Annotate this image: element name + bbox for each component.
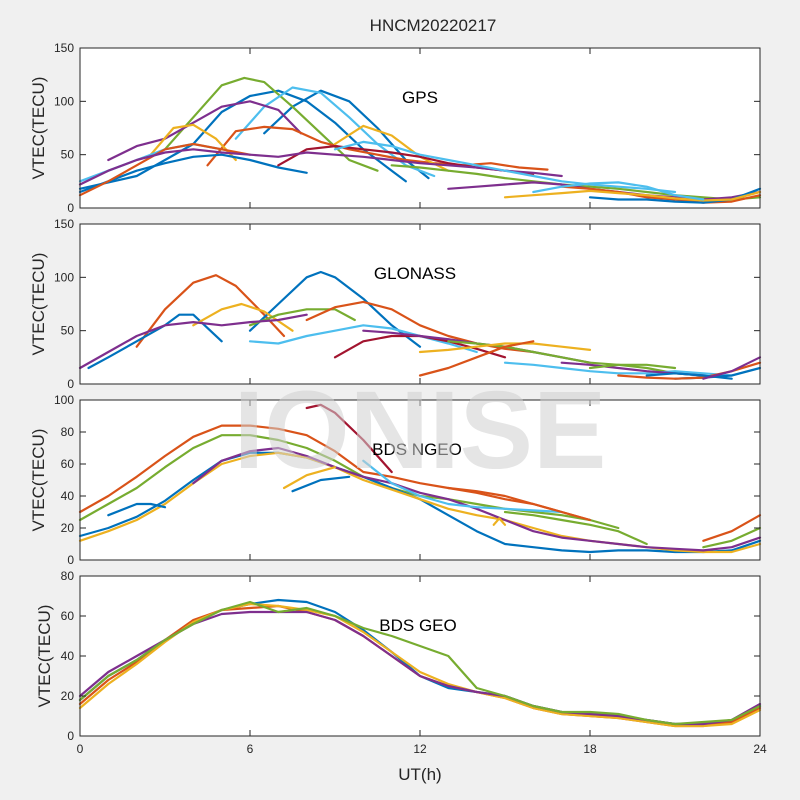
series-line bbox=[702, 514, 762, 542]
figure-title: HNCM20220217 bbox=[370, 16, 497, 35]
series-line bbox=[503, 361, 733, 377]
x-axis-label: UT(h) bbox=[398, 765, 441, 784]
series-line bbox=[163, 76, 379, 172]
plot-area bbox=[80, 48, 760, 208]
series-line bbox=[282, 466, 337, 490]
y-tick-label: 50 bbox=[61, 324, 75, 338]
series-line bbox=[248, 308, 356, 327]
series-line bbox=[149, 123, 237, 162]
y-tick-label: 100 bbox=[54, 393, 74, 407]
series-line bbox=[305, 300, 535, 354]
series-line bbox=[560, 185, 762, 204]
x-tick-labels: 0 6 12 18 24 bbox=[77, 742, 767, 756]
y-tick-label: 0 bbox=[67, 377, 74, 391]
y-tick-label: 150 bbox=[54, 41, 74, 55]
series-line bbox=[248, 270, 422, 348]
series-line bbox=[418, 342, 592, 354]
y-tick-label: 60 bbox=[61, 609, 75, 623]
y-tick-label: 0 bbox=[67, 553, 74, 567]
panel-label: GPS bbox=[402, 88, 438, 107]
series-line bbox=[107, 100, 303, 162]
subplots: 0 50 100 150 GPS VTEC(TECU) 0 50 100 150 GLONASS VT… bbox=[29, 41, 762, 743]
series-line bbox=[78, 153, 308, 194]
y-axis-label: VTEC(TECU) bbox=[29, 429, 48, 532]
series-line bbox=[78, 142, 252, 197]
series-line bbox=[532, 181, 705, 201]
series-line bbox=[418, 340, 535, 377]
subplot-glonass: 0 50 100 150 GLONASS VTEC(TECU) bbox=[29, 217, 762, 391]
y-tick-label: 150 bbox=[54, 217, 74, 231]
plot-area bbox=[80, 224, 760, 384]
y-axis-label: VTEC(TECU) bbox=[29, 253, 48, 356]
plot-area bbox=[80, 576, 760, 736]
x-tick-label: 0 bbox=[77, 742, 84, 756]
subplot-bds-ngeo: 0 20 40 60 80 100 BDS NGEO VTEC(TECU) bbox=[29, 393, 762, 567]
series-line bbox=[702, 526, 762, 549]
series-line bbox=[78, 602, 762, 728]
y-tick-label: 80 bbox=[61, 569, 75, 583]
series-line bbox=[588, 363, 677, 370]
y-tick-label: 80 bbox=[61, 425, 75, 439]
series-line bbox=[135, 274, 286, 348]
y-tick-label: 60 bbox=[61, 457, 75, 471]
y-axis-label: VTEC(TECU) bbox=[29, 77, 48, 180]
subplot-bds-geo: 0 20 40 60 80 BDS GEO VTEC(TECU) bbox=[35, 569, 762, 743]
series-line bbox=[333, 124, 450, 172]
y-tick-label: 20 bbox=[61, 521, 75, 535]
series-line bbox=[78, 313, 308, 370]
y-axis-label: VTEC(TECU) bbox=[35, 605, 54, 708]
series-line bbox=[78, 424, 592, 522]
panel-label: BDS GEO bbox=[379, 616, 456, 635]
series-line bbox=[333, 140, 677, 194]
y-tick-label: 50 bbox=[61, 148, 75, 162]
x-tick-label: 6 bbox=[247, 742, 254, 756]
y-tick-label: 100 bbox=[54, 270, 74, 284]
subplot-gps: 0 50 100 150 GPS VTEC(TECU) bbox=[29, 41, 762, 215]
panel-label: GLONASS bbox=[374, 264, 456, 283]
x-tick-label: 18 bbox=[583, 742, 597, 756]
series-line bbox=[78, 89, 407, 190]
x-tick-label: 12 bbox=[413, 742, 427, 756]
watermark: IONISE bbox=[234, 369, 607, 492]
y-tick-label: 100 bbox=[54, 94, 74, 108]
series-line bbox=[503, 189, 762, 202]
y-tick-label: 40 bbox=[61, 489, 75, 503]
x-tick-label: 24 bbox=[753, 742, 767, 756]
series-line bbox=[702, 356, 762, 380]
series-line bbox=[492, 517, 507, 526]
series-line bbox=[206, 125, 549, 171]
series-line bbox=[362, 459, 563, 514]
y-tick-label: 0 bbox=[67, 729, 74, 743]
series-line bbox=[645, 372, 733, 380]
series-line bbox=[447, 486, 592, 522]
series-line bbox=[503, 510, 648, 546]
series-line bbox=[107, 502, 167, 517]
series-line bbox=[78, 148, 563, 186]
y-tick-label: 40 bbox=[61, 649, 75, 663]
y-tick-label: 20 bbox=[61, 689, 75, 703]
series-line bbox=[248, 324, 478, 354]
series-line bbox=[291, 475, 351, 493]
series-line bbox=[78, 434, 620, 530]
y-tick-label: 0 bbox=[67, 201, 74, 215]
series-line bbox=[305, 403, 393, 474]
series-line bbox=[78, 600, 762, 726]
panel-label: BDS NGEO bbox=[372, 440, 462, 459]
series-line bbox=[192, 302, 294, 332]
series-line bbox=[192, 446, 762, 552]
